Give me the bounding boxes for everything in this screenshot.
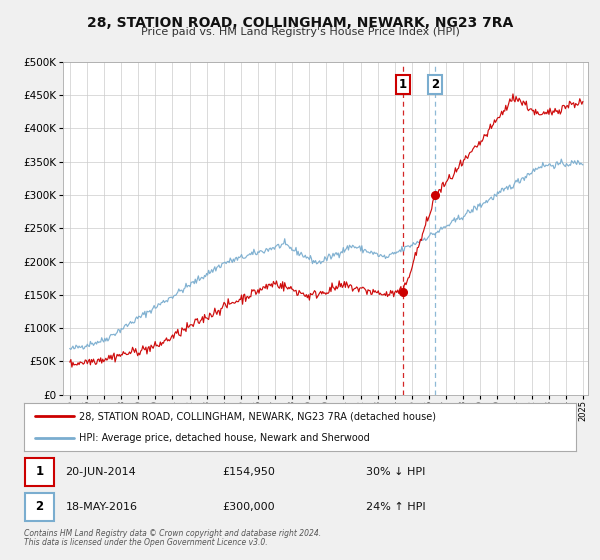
Text: 2: 2 (431, 78, 439, 91)
Text: 28, STATION ROAD, COLLINGHAM, NEWARK, NG23 7RA (detached house): 28, STATION ROAD, COLLINGHAM, NEWARK, NG… (79, 411, 436, 421)
Text: 2: 2 (35, 500, 44, 514)
Text: Contains HM Land Registry data © Crown copyright and database right 2024.: Contains HM Land Registry data © Crown c… (24, 529, 321, 538)
Text: This data is licensed under the Open Government Licence v3.0.: This data is licensed under the Open Gov… (24, 538, 268, 547)
Text: £154,950: £154,950 (223, 467, 275, 477)
Text: 24% ↑ HPI: 24% ↑ HPI (366, 502, 426, 512)
Text: 18-MAY-2016: 18-MAY-2016 (65, 502, 137, 512)
Text: 1: 1 (399, 78, 407, 91)
Text: 28, STATION ROAD, COLLINGHAM, NEWARK, NG23 7RA: 28, STATION ROAD, COLLINGHAM, NEWARK, NG… (87, 16, 513, 30)
FancyBboxPatch shape (25, 493, 54, 521)
Text: 1: 1 (35, 465, 44, 478)
Text: HPI: Average price, detached house, Newark and Sherwood: HPI: Average price, detached house, Newa… (79, 433, 370, 443)
Text: £300,000: £300,000 (223, 502, 275, 512)
FancyBboxPatch shape (25, 458, 54, 486)
Text: Price paid vs. HM Land Registry's House Price Index (HPI): Price paid vs. HM Land Registry's House … (140, 27, 460, 37)
Text: 30% ↓ HPI: 30% ↓ HPI (366, 467, 425, 477)
Text: 20-JUN-2014: 20-JUN-2014 (65, 467, 136, 477)
